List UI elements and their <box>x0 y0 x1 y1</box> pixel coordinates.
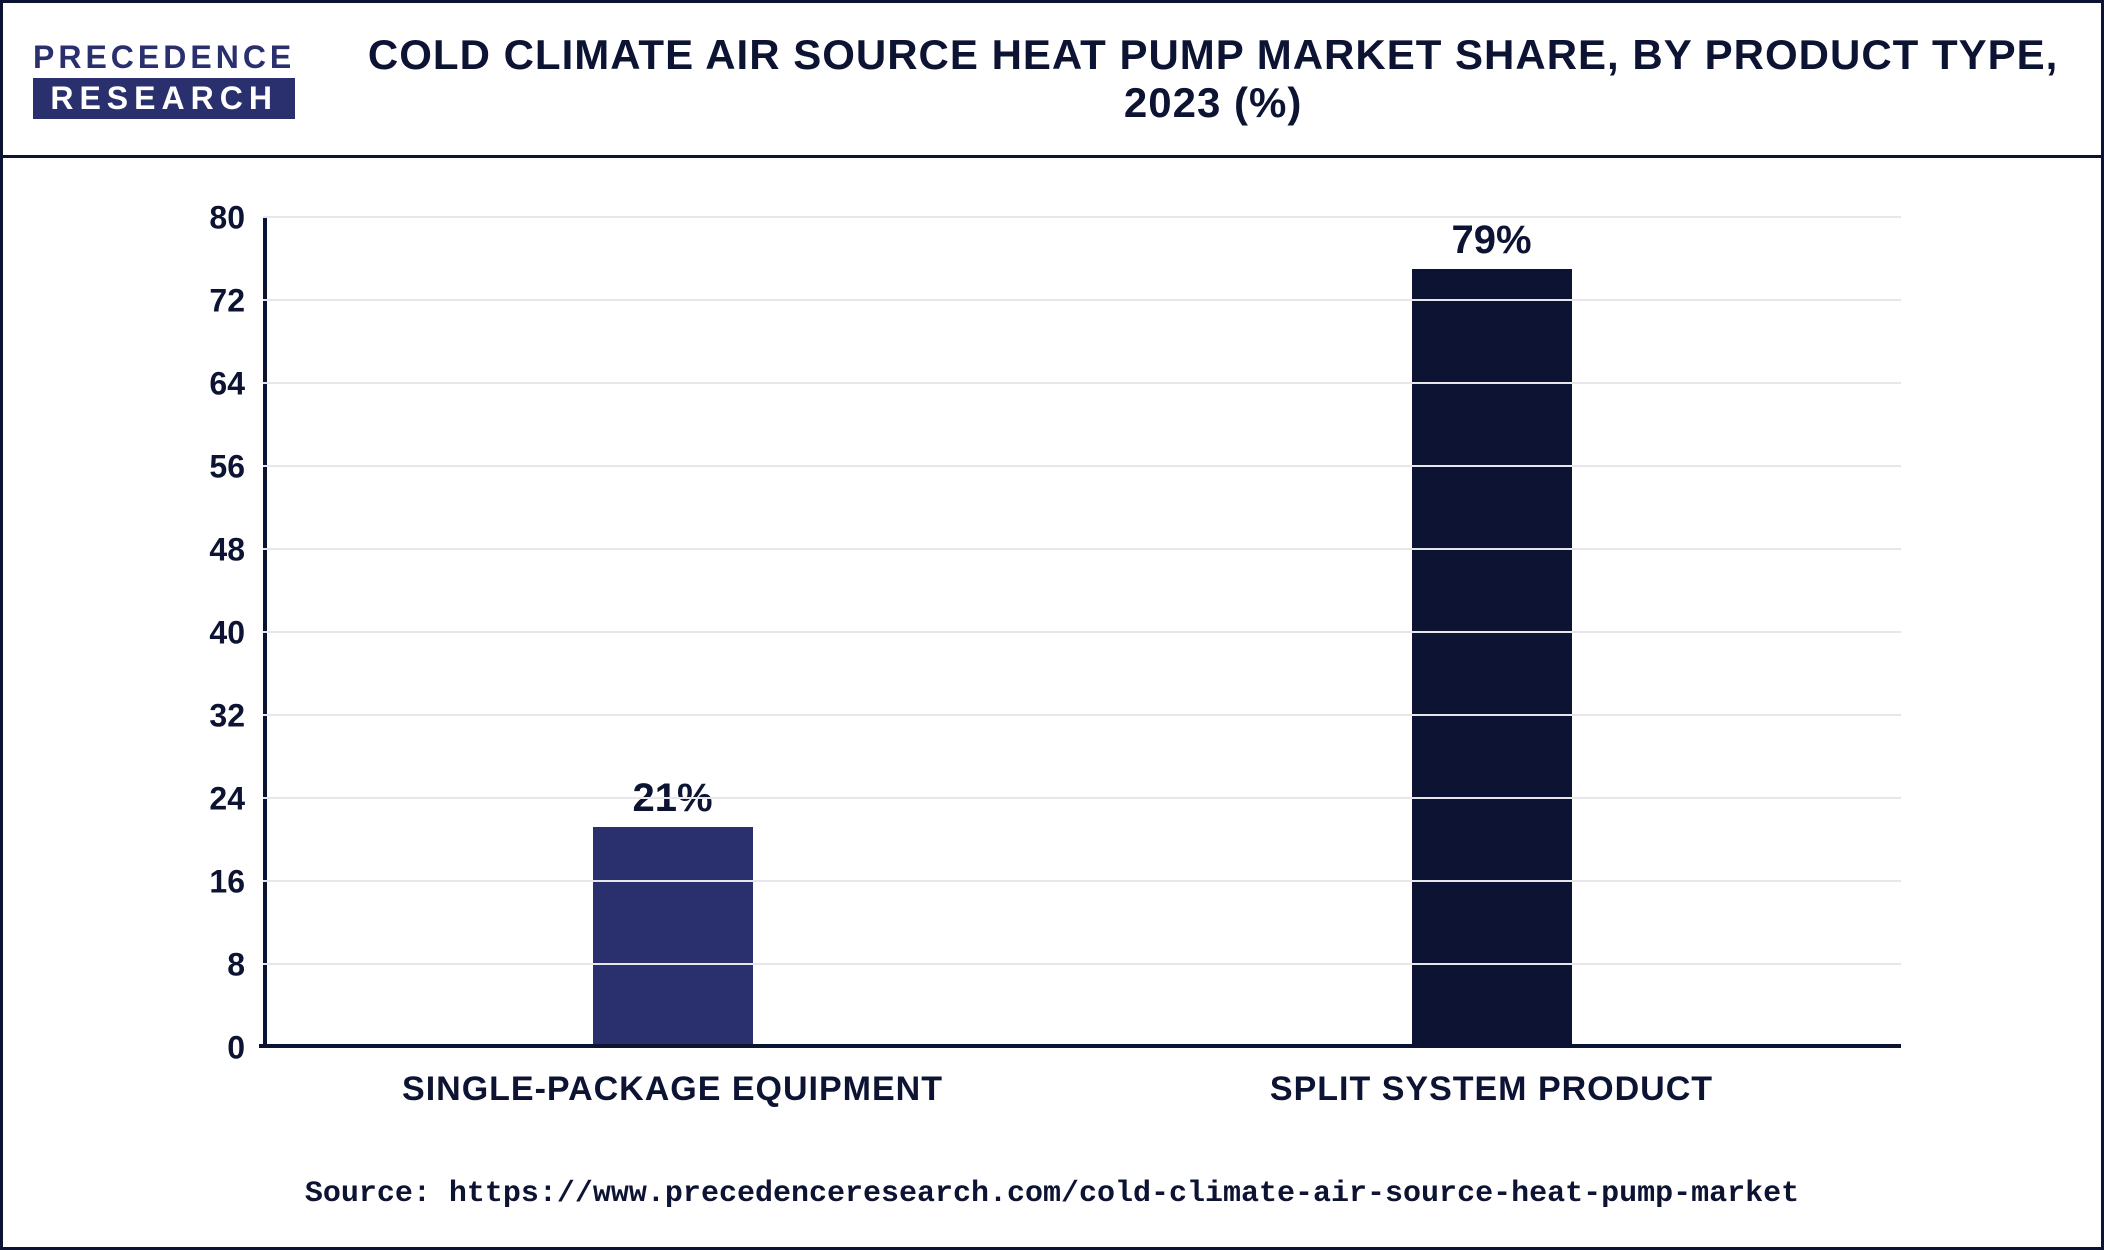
y-tick-label: 80 <box>209 200 263 237</box>
gridline <box>263 714 1901 716</box>
gridline <box>263 465 1901 467</box>
gridline <box>263 880 1901 882</box>
gridline <box>263 299 1901 301</box>
x-tick-label: SPLIT SYSTEM PRODUCT <box>1082 1070 1901 1109</box>
y-tick-label: 8 <box>227 947 263 984</box>
y-tick-label: 48 <box>209 532 263 569</box>
bar <box>1412 269 1572 1044</box>
plot-area: 21%79% 08162432404856647280 <box>263 218 1901 1048</box>
y-tick-label: 16 <box>209 864 263 901</box>
chart-frame: PRECEDENCE RESEARCH COLD CLIMATE AIR SOU… <box>0 0 2104 1250</box>
chart-title: COLD CLIMATE AIR SOURCE HEAT PUMP MARKET… <box>355 31 2071 127</box>
source-row: Source: https://www.precedenceresearch.c… <box>3 1157 2101 1247</box>
gridline <box>263 382 1901 384</box>
gridline <box>263 963 1901 965</box>
y-tick-label: 72 <box>209 283 263 320</box>
logo-line2: RESEARCH <box>33 78 295 119</box>
gridline <box>263 797 1901 799</box>
title-container: COLD CLIMATE AIR SOURCE HEAT PUMP MARKET… <box>355 31 2071 127</box>
y-tick-label: 64 <box>209 366 263 403</box>
gridline <box>263 631 1901 633</box>
gridline <box>263 548 1901 550</box>
header: PRECEDENCE RESEARCH COLD CLIMATE AIR SOU… <box>3 3 2101 158</box>
chart-body: 21%79% 08162432404856647280 SINGLE-PACKA… <box>3 158 2101 1157</box>
logo-line1: PRECEDENCE <box>33 39 295 76</box>
bar <box>593 827 753 1044</box>
y-tick-label: 24 <box>209 781 263 818</box>
x-tick-labels: SINGLE-PACKAGE EQUIPMENTSPLIT SYSTEM PRO… <box>263 1070 1901 1109</box>
logo: PRECEDENCE RESEARCH <box>33 39 295 119</box>
gridline <box>263 216 1901 218</box>
x-tick-label: SINGLE-PACKAGE EQUIPMENT <box>263 1070 1082 1109</box>
y-tick-label: 56 <box>209 449 263 486</box>
y-tick-label: 32 <box>209 698 263 735</box>
bar-value-label: 79% <box>1451 218 1531 263</box>
y-tick-label: 0 <box>227 1030 263 1067</box>
source-text: Source: https://www.precedenceresearch.c… <box>305 1177 1799 1211</box>
y-tick-label: 40 <box>209 615 263 652</box>
x-axis <box>259 1044 1901 1048</box>
